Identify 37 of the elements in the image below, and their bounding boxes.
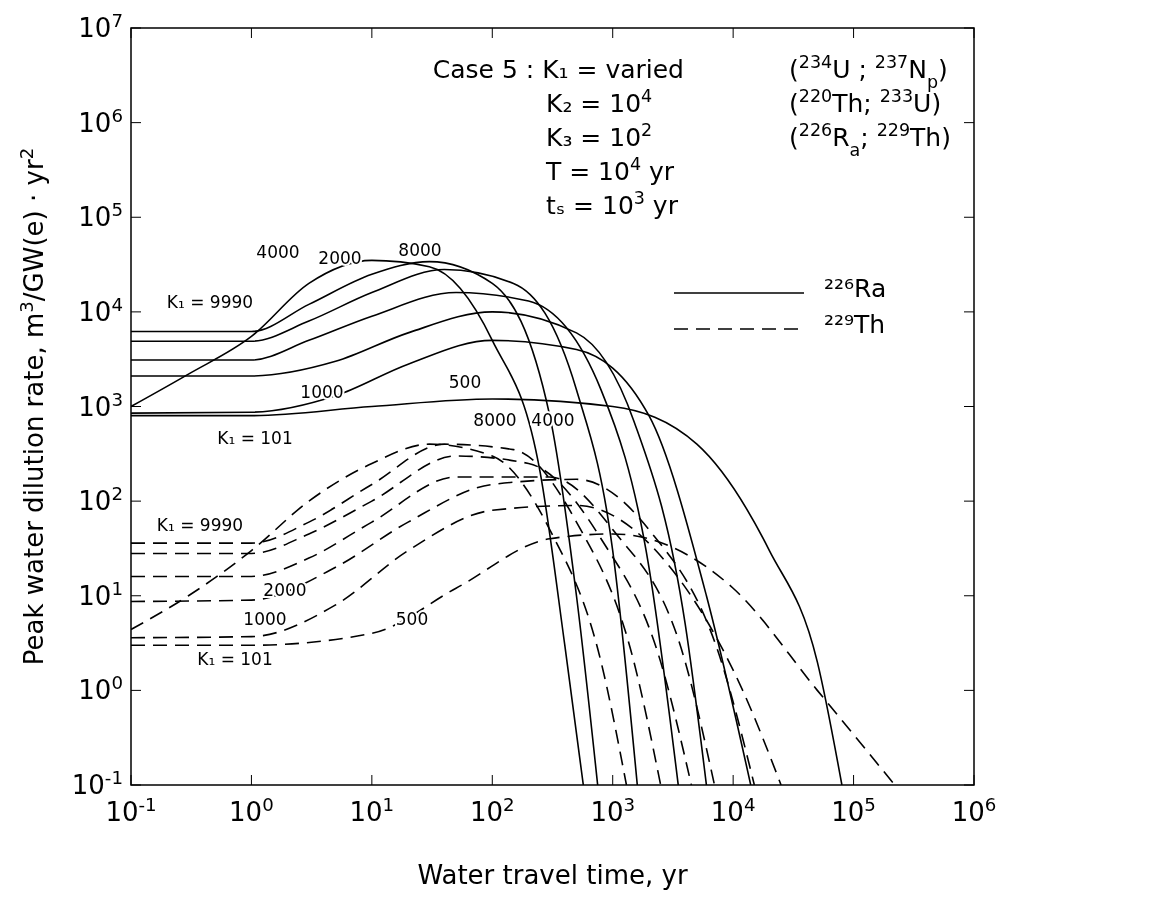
annotation: 1000 (300, 382, 344, 402)
text: ²²⁶Ra (824, 274, 887, 303)
annotation: 1000 (243, 609, 287, 629)
y-tick-label: 10$^{1}$ (78, 577, 123, 611)
annotation: 4000 (256, 242, 300, 262)
annotation: K₁ = 101 (217, 428, 293, 448)
y-tick-label: 10$^{3}$ (78, 388, 123, 422)
annotation: 8000 (473, 410, 517, 430)
annotation: ($^{226}$R$_{a}$; $^{229}$Th) (789, 120, 951, 160)
y-tick-label: 10$^{7}$ (78, 9, 123, 43)
x-axis-title: Water travel time, yr (417, 860, 688, 890)
annotation: 500 (395, 609, 429, 629)
annotation: 500 (448, 372, 482, 392)
x-tick-label: 10$^{6}$ (951, 793, 997, 827)
x-tick-label: 10$^{3}$ (590, 793, 636, 827)
annotation: T = 10$^{4}$ yr (545, 154, 675, 186)
y-tick-label: 10$^{2}$ (78, 482, 123, 517)
y-tick-label: 10$^{0}$ (78, 671, 123, 706)
x-tick-label: 10$^{0}$ (229, 793, 274, 827)
annotation: tₛ = 10$^{3}$ yr (546, 188, 679, 220)
annotation: K₁ = 101 (197, 649, 273, 669)
annotation: K₃ = 10$^{2}$ (546, 120, 653, 152)
x-tick-label: 10$^{2}$ (469, 793, 515, 827)
annotation: 2000 (318, 248, 362, 268)
annotation: K₁ = 9990 (166, 292, 254, 312)
annotation: K₂ = 10$^{4}$ (546, 86, 653, 118)
y-tick-label: 10$^{6}$ (78, 104, 123, 138)
annotation: 2000 (263, 580, 307, 600)
annotation: Case 5 : K₁ = varied (432, 55, 684, 84)
text: ²²⁹Th (824, 310, 886, 339)
y-tick-label: 10$^{5}$ (78, 198, 123, 233)
annotation: 8000 (398, 240, 442, 260)
annotation: K₁ = 9990 (156, 515, 244, 535)
x-tick-label: 10$^{1}$ (349, 793, 395, 827)
x-tick-label: 10$^{4}$ (710, 793, 756, 827)
x-tick-label: 10$^{5}$ (831, 793, 876, 827)
y-tick-label: 10$^{4}$ (78, 293, 123, 327)
